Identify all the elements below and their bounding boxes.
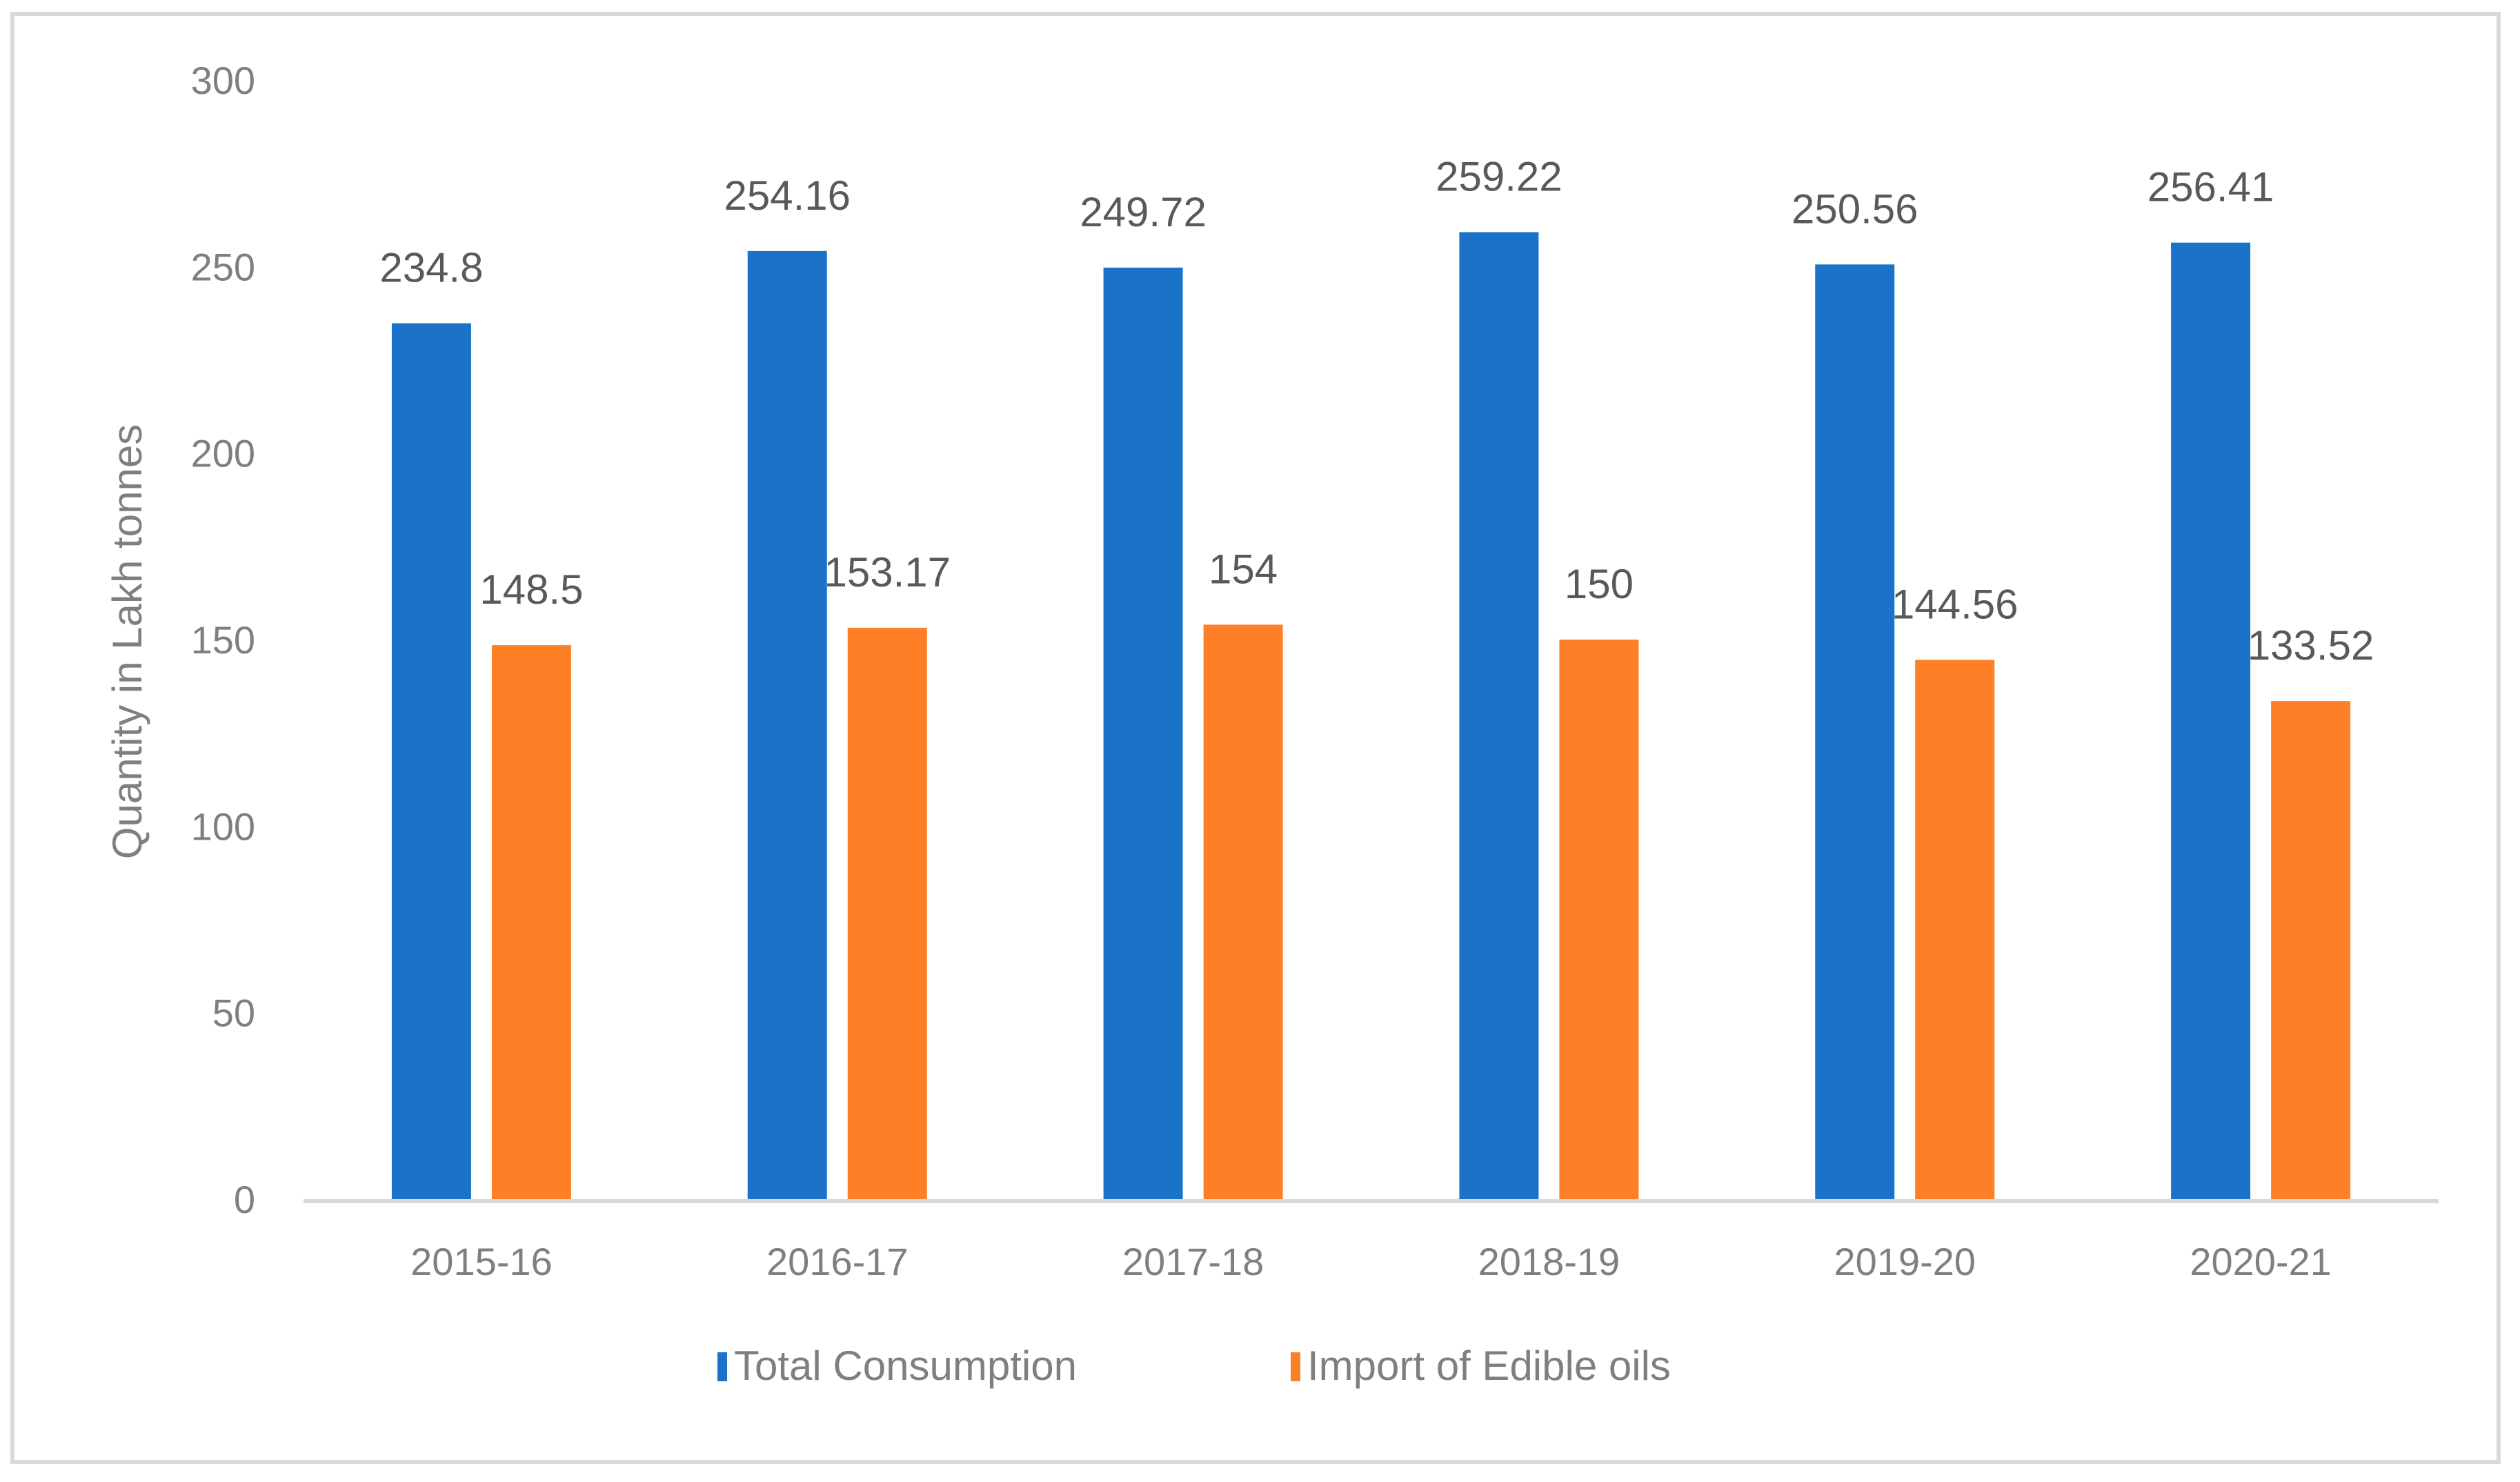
legend-label: Import of Edible oils: [1307, 1343, 1671, 1389]
data-label-total-consumption: 234.8: [379, 245, 483, 291]
legend-label: Total Consumption: [734, 1343, 1077, 1389]
x-tick-label: 2016-17: [766, 1240, 909, 1283]
bar-total-consumption: [1103, 267, 1183, 1200]
bar-import-edible-oils: [1203, 624, 1283, 1199]
y-tick-label: 0: [234, 1178, 255, 1221]
data-label-import-edible-oils: 150: [1565, 561, 1634, 607]
legend: Total Consumption Import of Edible oils: [717, 1343, 1671, 1389]
bar-import-edible-oils: [847, 627, 927, 1199]
data-label-import-edible-oils: 154: [1209, 546, 1278, 592]
bar-total-consumption: [2171, 242, 2251, 1199]
y-tick-label: 100: [191, 804, 255, 848]
y-axis-ticks: 0 50 100 150 200 250 300: [191, 59, 255, 1221]
bar-total-consumption: [391, 323, 471, 1200]
x-tick-label: 2015-16: [410, 1240, 553, 1283]
x-tick-label: 2019-20: [1834, 1240, 1976, 1283]
bar-import-edible-oils: [2271, 701, 2351, 1199]
bar-total-consumption: [747, 250, 827, 1200]
bar-import-edible-oils: [1559, 640, 1639, 1199]
data-label-import-edible-oils: 148.5: [479, 566, 583, 613]
bar-import-edible-oils: [491, 645, 571, 1199]
data-label-import-edible-oils: 153.17: [824, 549, 951, 595]
y-tick-label: 300: [191, 59, 255, 102]
legend-swatch: [717, 1352, 727, 1381]
x-axis-ticks: 2015-16 2016-17 2017-18 2018-19 2019-20 2020-…: [410, 1240, 2332, 1283]
legend-item-import-edible-oils: Import of Edible oils: [1291, 1343, 1671, 1389]
y-tick-label: 50: [212, 991, 255, 1035]
bar-import-edible-oils: [1915, 660, 1995, 1199]
data-label-total-consumption: 249.72: [1080, 189, 1207, 235]
bars: [391, 232, 2351, 1200]
data-label-total-consumption: 254.16: [724, 172, 851, 219]
data-label-import-edible-oils: 133.52: [2248, 622, 2374, 669]
bar-total-consumption: [1459, 232, 1539, 1199]
data-label-total-consumption: 250.56: [1792, 186, 1918, 232]
y-tick-label: 250: [191, 245, 255, 288]
bar-total-consumption: [1815, 264, 1895, 1199]
data-labels: 234.8 148.5 254.16 153.17 249.72 154 259.22 150…: [379, 153, 2374, 669]
x-tick-label: 2020-21: [2190, 1240, 2332, 1283]
data-label-import-edible-oils: 144.56: [1892, 581, 2018, 627]
y-tick-label: 200: [191, 432, 255, 475]
y-axis-label: Quantity in Lakh tonnes: [104, 424, 150, 859]
data-label-total-consumption: 259.22: [1436, 153, 1562, 199]
y-tick-label: 150: [191, 618, 255, 662]
data-label-total-consumption: 256.41: [2147, 164, 2274, 210]
legend-item-total-consumption: Total Consumption: [717, 1343, 1077, 1389]
x-tick-label: 2018-19: [1478, 1240, 1620, 1283]
legend-swatch: [1291, 1352, 1300, 1381]
x-tick-label: 2017-18: [1122, 1240, 1264, 1283]
